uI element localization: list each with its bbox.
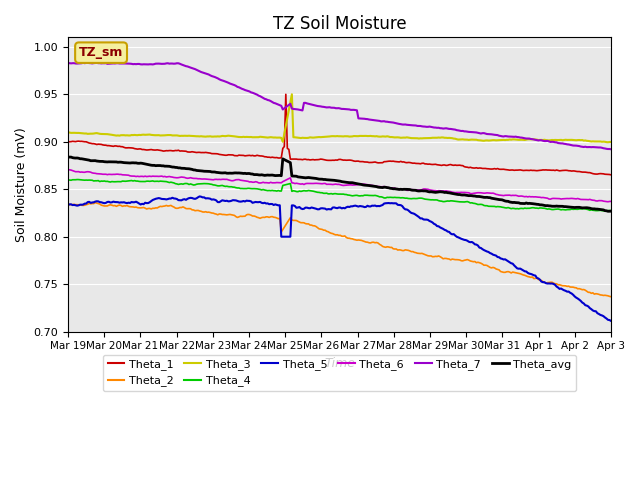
Theta_2	[92, 200, 99, 205]
Theta_avg	[577, 204, 584, 210]
Line: Theta_6: Theta_6	[68, 170, 611, 202]
Theta_avg	[64, 154, 72, 160]
Theta_1	[131, 146, 138, 152]
Theta_6	[131, 173, 138, 179]
Theta_7	[579, 144, 586, 150]
Theta_3	[244, 134, 252, 140]
Theta_7	[228, 81, 236, 87]
Theta_5	[303, 205, 311, 211]
Theta_4	[579, 206, 586, 212]
Theta_3	[579, 137, 586, 143]
Theta_4	[228, 184, 236, 190]
Theta_avg	[301, 175, 309, 180]
Theta_5	[228, 198, 236, 204]
Theta_2	[132, 204, 140, 210]
Theta_2	[579, 287, 586, 293]
Theta_7	[246, 89, 253, 95]
Line: Theta_7: Theta_7	[68, 63, 611, 149]
Line: Theta_2: Theta_2	[68, 203, 611, 297]
Theta_1	[303, 157, 311, 163]
Theta_4	[607, 208, 615, 214]
Theta_4	[64, 177, 72, 183]
Theta_1	[244, 153, 252, 158]
Theta_2	[228, 212, 236, 217]
Theta_3	[226, 133, 234, 139]
Theta_2	[255, 215, 262, 221]
Theta_6	[607, 199, 615, 204]
Theta_7	[132, 61, 140, 67]
Theta_7	[79, 60, 87, 66]
Theta_4	[255, 186, 262, 192]
X-axis label: Time: Time	[324, 357, 355, 370]
Theta_6	[64, 167, 72, 173]
Theta_3	[288, 91, 296, 97]
Theta_5	[255, 199, 262, 205]
Theta_1	[226, 152, 234, 158]
Theta_3	[604, 139, 612, 145]
Theta_1	[64, 139, 72, 144]
Theta_avg	[244, 170, 252, 176]
Theta_2	[246, 212, 253, 217]
Theta_avg	[226, 170, 234, 176]
Y-axis label: Soil Moisture (mV): Soil Moisture (mV)	[15, 127, 28, 242]
Line: Theta_5: Theta_5	[68, 196, 611, 321]
Theta_2	[607, 294, 615, 300]
Theta_4	[603, 208, 611, 214]
Theta_3	[131, 132, 138, 138]
Theta_2	[303, 221, 311, 227]
Legend: Theta_1, Theta_2, Theta_3, Theta_4, Theta_5, Theta_6, Theta_7, Theta_avg: Theta_1, Theta_2, Theta_3, Theta_4, Thet…	[103, 355, 576, 391]
Theta_avg	[253, 172, 261, 178]
Theta_7	[64, 60, 72, 66]
Theta_3	[64, 129, 72, 135]
Theta_4	[73, 177, 81, 182]
Theta_1	[282, 91, 290, 97]
Theta_7	[303, 100, 311, 106]
Theta_3	[607, 139, 615, 145]
Title: TZ Soil Moisture: TZ Soil Moisture	[273, 15, 406, 33]
Line: Theta_3: Theta_3	[68, 94, 611, 142]
Theta_3	[253, 134, 261, 140]
Theta_1	[579, 169, 586, 175]
Theta_6	[244, 179, 252, 184]
Theta_6	[577, 196, 584, 202]
Theta_6	[226, 178, 234, 183]
Theta_5	[196, 193, 204, 199]
Theta_3	[303, 135, 311, 141]
Theta_4	[132, 178, 140, 184]
Line: Theta_4: Theta_4	[68, 180, 611, 211]
Theta_4	[246, 185, 253, 191]
Line: Theta_avg: Theta_avg	[68, 157, 611, 211]
Theta_7	[255, 93, 262, 98]
Theta_avg	[131, 160, 138, 166]
Theta_5	[579, 300, 586, 305]
Theta_5	[131, 199, 138, 205]
Theta_5	[607, 318, 615, 324]
Theta_4	[303, 188, 311, 194]
Theta_1	[607, 172, 615, 178]
Theta_2	[64, 202, 72, 208]
Theta_avg	[607, 208, 615, 214]
Theta_5	[246, 198, 253, 204]
Theta_6	[301, 181, 309, 187]
Line: Theta_1: Theta_1	[68, 94, 611, 175]
Theta_6	[604, 199, 612, 204]
Text: TZ_sm: TZ_sm	[79, 46, 124, 59]
Theta_7	[607, 146, 615, 152]
Theta_avg	[604, 208, 612, 214]
Theta_6	[253, 179, 261, 185]
Theta_5	[64, 202, 72, 208]
Theta_1	[253, 153, 261, 158]
